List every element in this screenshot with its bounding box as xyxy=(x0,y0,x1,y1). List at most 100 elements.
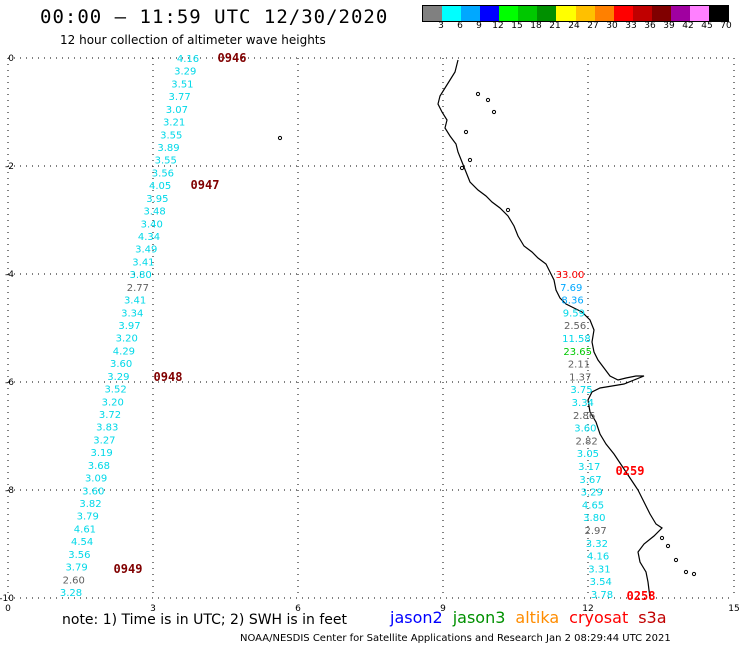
satellite-legend-jason2: jason2 xyxy=(390,608,443,627)
pass-time-labels: 0946 0947 0948 0949 0259 0258 xyxy=(114,51,656,603)
wave-height-value: 3.60 xyxy=(110,359,132,370)
wave-height-value: 3.83 xyxy=(96,423,118,434)
wave-height-value: 3.89 xyxy=(157,143,179,154)
wave-height-value: 3.75 xyxy=(570,385,592,396)
wave-height-value: 4.16 xyxy=(587,552,609,563)
wave-height-value: 3.52 xyxy=(104,385,126,396)
island xyxy=(505,207,511,213)
legend-swatch xyxy=(632,6,652,21)
x-tick-label: 12 xyxy=(582,604,593,614)
wave-height-value: 3.67 xyxy=(579,475,601,486)
wave-height-value: 23.65 xyxy=(563,347,592,358)
wave-height-value: 3.49 xyxy=(135,245,157,256)
wave-height-value: 3.29 xyxy=(107,372,129,383)
wave-height-value: 3.54 xyxy=(590,577,612,588)
wave-height-value: 3.28 xyxy=(60,588,82,599)
footer-note: note: 1) Time is in UTC; 2) SWH is in fe… xyxy=(62,612,348,628)
wave-height-value: 8.36 xyxy=(561,296,583,307)
x-tick-label: 3 xyxy=(150,604,156,614)
wave-height-value: 3.41 xyxy=(124,296,146,307)
island xyxy=(463,129,469,135)
left-satellite-track: 4.163.293.513.773.073.213.553.893.553.56… xyxy=(60,54,199,599)
pass-time-label: 0259 xyxy=(616,464,645,478)
y-tick-label: -2 xyxy=(5,162,14,172)
wave-height-value: 4.61 xyxy=(74,524,96,535)
wave-height-value: 1.37 xyxy=(569,372,591,383)
legend-swatch xyxy=(442,6,462,21)
wave-height-value: 3.55 xyxy=(155,156,177,167)
credit-line: NOAA/NESDIS Center for Satellite Applica… xyxy=(240,633,671,644)
legend-label: 3 xyxy=(438,21,444,31)
legend-swatch xyxy=(518,6,538,21)
satellite-legend-altika: altika xyxy=(515,608,560,627)
legend-label: 21 xyxy=(549,21,561,31)
wave-height-value: 3.82 xyxy=(79,499,101,510)
legend-label: 42 xyxy=(682,21,694,31)
legend-swatch xyxy=(670,6,690,21)
island xyxy=(683,569,689,575)
wave-height-value: 9.59 xyxy=(563,308,585,319)
y-tick-label: -8 xyxy=(5,486,14,496)
legend-swatch xyxy=(613,6,633,21)
wave-height-value: 3.48 xyxy=(143,207,165,218)
wave-height-value: 3.55 xyxy=(160,130,182,141)
wave-height-value: 3.17 xyxy=(578,462,600,473)
color-scale-legend xyxy=(422,5,729,22)
wave-height-value: 3.29 xyxy=(174,67,196,78)
island xyxy=(475,91,481,97)
wave-height-value: 3.60 xyxy=(82,486,104,497)
legend-label: 39 xyxy=(663,21,675,31)
x-tick-label: 15 xyxy=(728,604,739,614)
satellite-legend: jason2 jason3 altika cryosat s3a xyxy=(390,608,677,627)
legend-swatch xyxy=(556,6,576,21)
legend-label: 18 xyxy=(530,21,542,31)
legend-label: 6 xyxy=(457,21,463,31)
right-satellite-track: 33.00 7.69 8.369.59 2.56 11.58 23.65 2.111.37 3… xyxy=(556,270,613,601)
legend-swatch xyxy=(689,6,709,21)
wave-height-value: 3.05 xyxy=(577,449,599,460)
wave-height-value: 3.20 xyxy=(116,334,138,345)
wave-height-value: 3.97 xyxy=(118,321,140,332)
axis-ticks: 0 3 6 9 12 15 0 -2 -4 -6 -8 -10 xyxy=(0,54,740,614)
satellite-legend-s3a: s3a xyxy=(638,608,667,627)
wave-height-value: 3.80 xyxy=(130,270,152,281)
wave-height-value: 4.05 xyxy=(149,181,171,192)
wave-height-value: 3.20 xyxy=(102,397,124,408)
legend-swatch xyxy=(480,6,500,21)
wave-height-value: 3.19 xyxy=(91,448,113,459)
chart-subtitle: 12 hour collection of altimeter wave hei… xyxy=(60,33,326,47)
wave-height-value: 3.72 xyxy=(99,410,121,421)
wave-height-value: 2.77 xyxy=(127,283,149,294)
legend-swatch xyxy=(708,6,728,21)
wave-height-value: 2.60 xyxy=(63,575,85,586)
wave-height-value: 4.29 xyxy=(113,346,135,357)
coastline xyxy=(277,59,697,599)
island xyxy=(491,109,497,115)
chart-title: 00:00 – 11:59 UTC 12/30/2020 xyxy=(40,6,389,28)
wave-height-value: 2.86 xyxy=(573,411,595,422)
wave-height-value: 3.32 xyxy=(586,539,608,550)
island xyxy=(673,557,679,563)
x-tick-label: 9 xyxy=(440,604,446,614)
legend-swatch xyxy=(594,6,614,21)
coastline-path xyxy=(437,59,663,599)
wave-height-value: 2.56 xyxy=(564,321,586,332)
pass-time-label: 0946 xyxy=(218,51,247,65)
wave-height-value: 3.34 xyxy=(121,308,143,319)
wave-height-value: 4.34 xyxy=(138,232,160,243)
island xyxy=(467,157,473,163)
y-tick-label: 0 xyxy=(8,54,14,64)
legend-swatch xyxy=(499,6,519,21)
wave-height-value: 3.95 xyxy=(146,194,168,205)
legend-swatch xyxy=(461,6,481,21)
wave-height-value: 3.78 xyxy=(591,590,613,601)
wave-height-value: 3.29 xyxy=(581,488,603,499)
wave-height-value: 4.65 xyxy=(582,500,604,511)
wave-height-value: 3.51 xyxy=(171,79,193,90)
island xyxy=(485,97,491,103)
legend-swatch xyxy=(651,6,671,21)
wave-height-value: 3.56 xyxy=(68,550,90,561)
wave-height-value: 3.60 xyxy=(574,424,596,435)
